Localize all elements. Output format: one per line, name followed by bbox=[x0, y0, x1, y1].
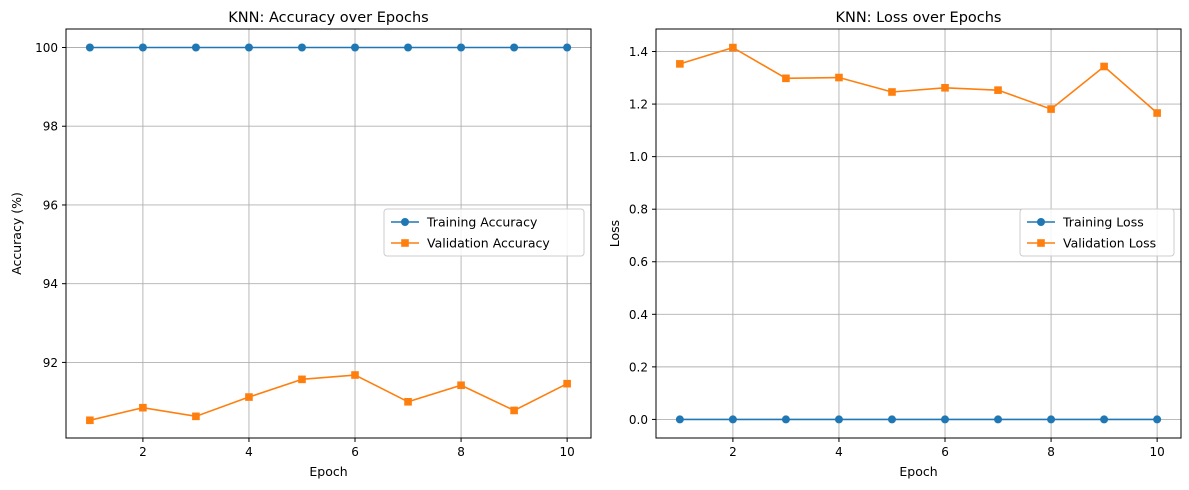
plot-frame bbox=[655, 28, 1182, 439]
x-tick-label: 2 bbox=[139, 445, 147, 459]
data-point bbox=[888, 88, 896, 96]
data-point bbox=[245, 393, 253, 401]
data-point bbox=[941, 415, 950, 424]
data-point bbox=[1153, 415, 1162, 424]
data-point bbox=[1100, 62, 1108, 71]
y-axis-label: Loss bbox=[607, 220, 622, 247]
legend-label: Training Loss bbox=[1062, 215, 1144, 230]
data-point bbox=[457, 43, 466, 52]
x-tick-label: 2 bbox=[729, 445, 737, 459]
y-tick-label: 100 bbox=[35, 41, 58, 55]
legend-marker bbox=[401, 218, 409, 226]
data-point bbox=[297, 43, 306, 52]
data-point bbox=[1047, 105, 1055, 113]
data-point bbox=[887, 415, 896, 424]
x-tick-label: 4 bbox=[835, 445, 843, 459]
legend-marker bbox=[401, 239, 409, 247]
x-axis-label: Epoch bbox=[899, 464, 937, 479]
loss-chart: 2 4 6 8 10 0.0 0.2 0.4 0.6 0.8 1.0 1.2 1.4 KNN: Loss … bbox=[607, 10, 1182, 479]
data-point bbox=[834, 415, 843, 424]
x-tick-label: 4 bbox=[245, 445, 253, 459]
data-point bbox=[994, 415, 1003, 424]
data-point bbox=[244, 43, 253, 52]
x-tick-label: 6 bbox=[941, 445, 949, 459]
accuracy-chart: 2 4 6 8 10 92 94 96 98 100 KNN: Accuracy over Epoc… bbox=[9, 10, 592, 479]
data-point bbox=[510, 43, 519, 52]
data-point bbox=[1100, 415, 1109, 424]
data-point bbox=[1153, 109, 1161, 117]
y-tick-label: 92 bbox=[43, 356, 58, 370]
data-point bbox=[85, 43, 94, 52]
legend-frame bbox=[1019, 208, 1175, 257]
y-tick-label: 96 bbox=[43, 198, 58, 212]
data-point bbox=[138, 43, 147, 52]
x-tick-label: 10 bbox=[559, 445, 574, 459]
x-tick-label: 8 bbox=[457, 445, 465, 459]
data-point bbox=[192, 412, 200, 421]
y-tick-label: 1.4 bbox=[629, 45, 648, 59]
y-tick-label: 0.2 bbox=[629, 360, 648, 374]
data-point bbox=[781, 415, 790, 424]
x-axis-label: Epoch bbox=[309, 464, 347, 479]
data-point bbox=[351, 43, 360, 52]
data-point bbox=[835, 73, 843, 82]
y-tick-label: 0.8 bbox=[629, 203, 648, 217]
data-point bbox=[563, 43, 572, 52]
data-point bbox=[729, 43, 737, 52]
y-tick-label: 98 bbox=[43, 120, 58, 134]
data-point bbox=[941, 83, 949, 92]
legend: Training Loss Validation Loss bbox=[1019, 208, 1175, 257]
data-point bbox=[139, 403, 147, 412]
series-line-1 bbox=[89, 374, 568, 422]
data-point bbox=[675, 415, 684, 424]
data-point bbox=[994, 86, 1002, 94]
data-point bbox=[351, 371, 359, 379]
legend-marker bbox=[1037, 218, 1045, 226]
data-point bbox=[404, 43, 413, 52]
data-point bbox=[457, 381, 465, 390]
legend-marker bbox=[1037, 239, 1045, 247]
legend-label: Training Accuracy bbox=[426, 215, 538, 230]
data-point bbox=[404, 397, 412, 406]
data-point bbox=[782, 74, 790, 83]
data-point bbox=[676, 60, 684, 68]
y-tick-label: 0.6 bbox=[629, 255, 648, 269]
y-tick-label: 0.0 bbox=[629, 413, 648, 427]
x-tick-label: 6 bbox=[351, 445, 359, 459]
y-axis-label: Accuracy (%) bbox=[9, 192, 24, 275]
data-point bbox=[728, 415, 737, 424]
legend: Training Accuracy Validation Accuracy bbox=[383, 208, 585, 257]
legend-label: Validation Loss bbox=[1063, 236, 1156, 251]
chart-title: KNN: Loss over Epochs bbox=[835, 10, 1001, 26]
plot-frame bbox=[65, 28, 592, 439]
legend-label: Validation Accuracy bbox=[427, 236, 550, 251]
data-point bbox=[510, 406, 518, 415]
data-point bbox=[86, 416, 94, 425]
legend-frame bbox=[383, 208, 585, 257]
y-tick-label: 1.0 bbox=[629, 150, 648, 164]
x-tick-label: 8 bbox=[1047, 445, 1055, 459]
y-tick-label: 0.4 bbox=[629, 308, 648, 322]
data-point bbox=[1047, 415, 1056, 424]
series-line-1 bbox=[679, 46, 1158, 114]
chart-title: KNN: Accuracy over Epochs bbox=[228, 10, 428, 26]
data-point bbox=[191, 43, 200, 52]
y-tick-label: 94 bbox=[43, 277, 58, 291]
y-tick-label: 1.2 bbox=[629, 98, 648, 112]
data-point bbox=[563, 379, 571, 388]
x-tick-label: 10 bbox=[1149, 445, 1164, 459]
data-point bbox=[298, 375, 306, 384]
